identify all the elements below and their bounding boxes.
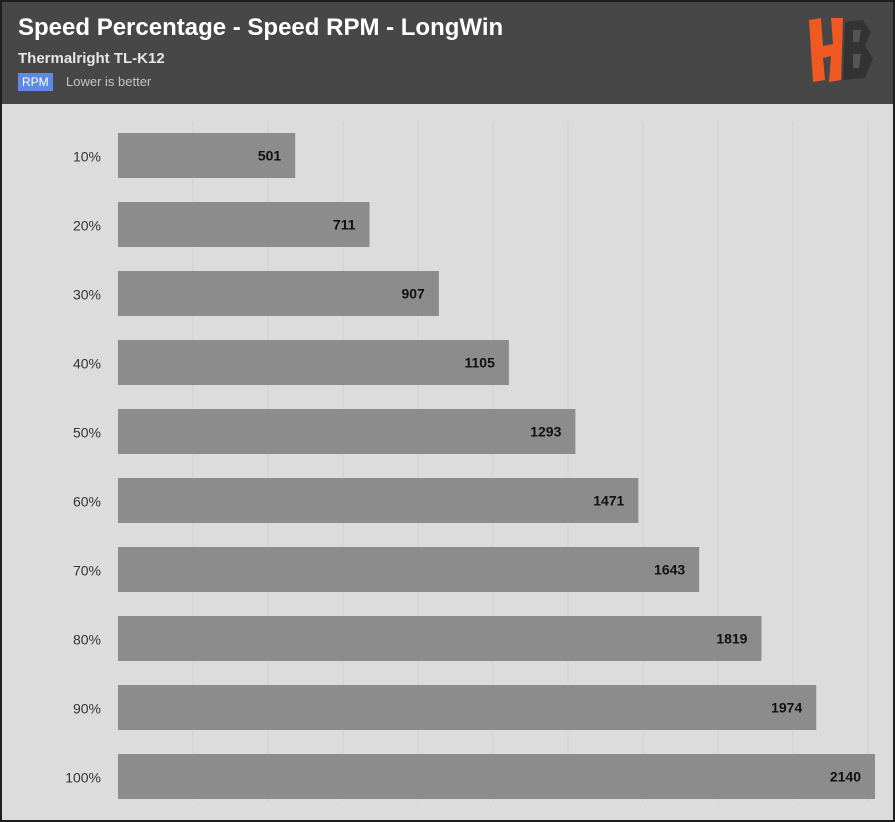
category-label: 50%: [73, 425, 101, 441]
category-label: 100%: [65, 770, 101, 786]
category-label: 40%: [73, 356, 101, 372]
bar-value-label: 1819: [716, 631, 747, 647]
category-label: 30%: [73, 287, 101, 303]
bar-value-label: 1643: [654, 562, 685, 578]
bar-value-label: 2140: [830, 769, 861, 785]
bar-10pct: [118, 133, 296, 178]
bar-value-label: 1974: [771, 700, 802, 716]
bar-80pct: [118, 616, 762, 661]
chart-header: Speed Percentage - Speed RPM - LongWin T…: [2, 2, 893, 104]
bar-value-label: 1293: [530, 424, 561, 440]
category-label: 10%: [73, 149, 101, 165]
brand-logo-icon: [809, 18, 873, 82]
unit-badge: RPM: [18, 73, 53, 91]
category-label: 70%: [73, 563, 101, 579]
bar-value-label: 711: [333, 217, 356, 233]
category-label: 80%: [73, 632, 101, 648]
chart-title: Speed Percentage - Speed RPM - LongWin: [18, 14, 504, 41]
bar-value-label: 501: [258, 148, 282, 164]
lower-is-better-note: Lower is better: [66, 74, 152, 89]
bar-40pct: [118, 340, 509, 385]
bar-value-label: 1471: [593, 493, 624, 509]
bar-90pct: [118, 685, 817, 730]
bar-60pct: [118, 478, 639, 523]
bar-value-label: 1105: [465, 355, 496, 371]
category-label: 20%: [73, 218, 101, 234]
bar-50pct: [118, 409, 576, 454]
bar-100pct: [118, 754, 875, 799]
category-label: 60%: [73, 494, 101, 510]
chart-subtitle: Thermalright TL-K12: [18, 50, 165, 67]
bar-30pct: [118, 271, 439, 316]
category-label: 90%: [73, 701, 101, 717]
bar-chart-plot: 501 10% 711 20% 907 30% 1105 40% 1293 50% 1471 60% 1…: [65, 122, 875, 802]
bar-20pct: [118, 202, 370, 247]
bar-value-label: 907: [401, 286, 425, 302]
bar-70pct: [118, 547, 700, 592]
